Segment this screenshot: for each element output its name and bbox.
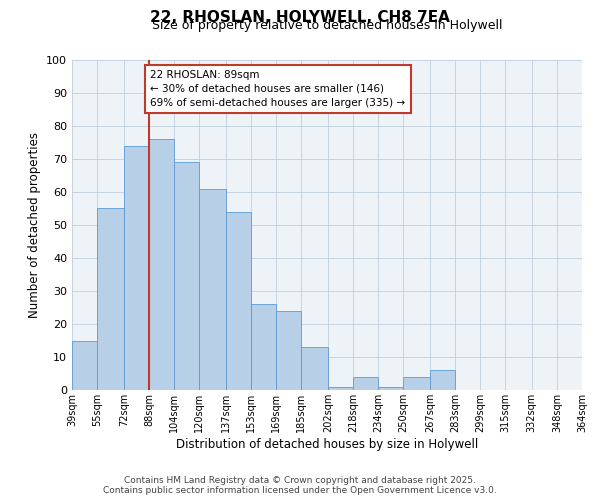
Bar: [97, 208, 124, 390]
Bar: [430, 370, 455, 390]
Bar: [353, 377, 378, 390]
Y-axis label: Number of detached properties: Number of detached properties: [28, 132, 41, 318]
Bar: [124, 146, 149, 390]
Bar: [403, 377, 430, 390]
Bar: [174, 162, 199, 390]
Bar: [276, 311, 301, 390]
Bar: [226, 212, 251, 390]
Bar: [251, 304, 276, 390]
Title: Size of property relative to detached houses in Holywell: Size of property relative to detached ho…: [152, 20, 502, 32]
Bar: [149, 139, 174, 390]
Text: 22, RHOSLAN, HOLYWELL, CH8 7EA: 22, RHOSLAN, HOLYWELL, CH8 7EA: [150, 10, 450, 25]
X-axis label: Distribution of detached houses by size in Holywell: Distribution of detached houses by size …: [176, 438, 478, 450]
Bar: [328, 386, 353, 390]
Bar: [72, 340, 97, 390]
Bar: [378, 386, 403, 390]
Text: Contains HM Land Registry data © Crown copyright and database right 2025.
Contai: Contains HM Land Registry data © Crown c…: [103, 476, 497, 495]
Bar: [199, 188, 226, 390]
Text: 22 RHOSLAN: 89sqm
← 30% of detached houses are smaller (146)
69% of semi-detache: 22 RHOSLAN: 89sqm ← 30% of detached hous…: [151, 70, 406, 108]
Bar: [301, 347, 328, 390]
